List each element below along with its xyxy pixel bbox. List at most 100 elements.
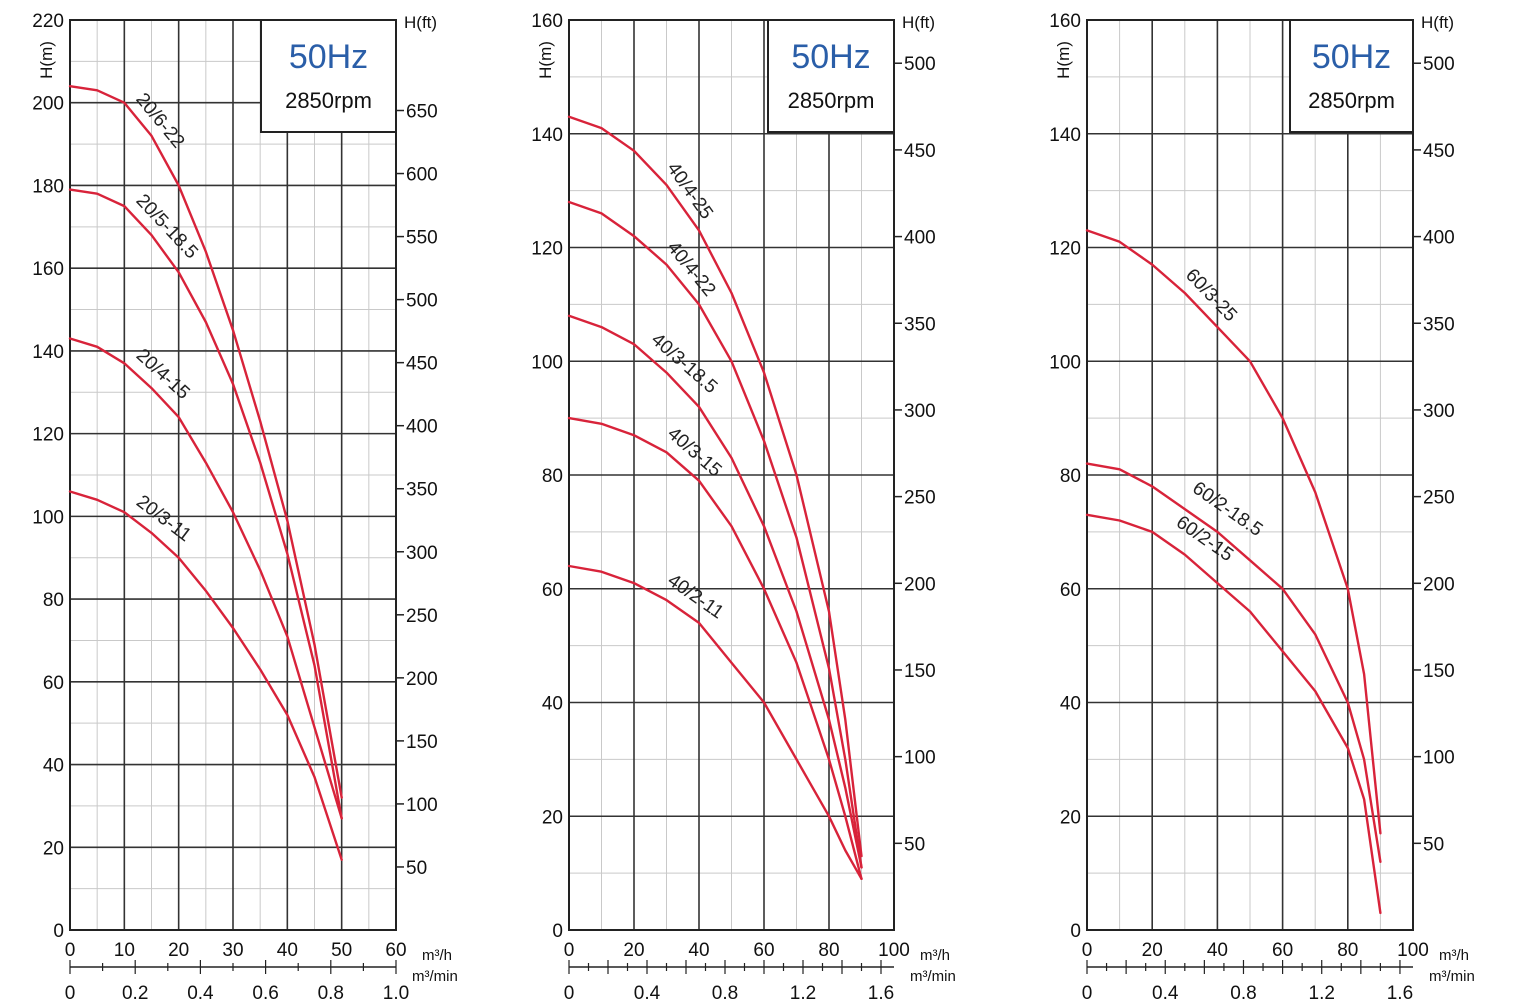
- y-tick-label: 20: [542, 807, 563, 828]
- y2-tick-label: 300: [1423, 401, 1455, 422]
- y-tick-label: 120: [531, 239, 563, 260]
- y-tick-label: 160: [32, 259, 64, 280]
- y2-axis-title: H(ft): [1421, 13, 1454, 32]
- y-tick-label: 80: [43, 590, 64, 611]
- speed-label: 2850rpm: [1308, 88, 1395, 113]
- curve-label: 60/3-25: [1181, 265, 1241, 326]
- curve-label: 20/3-11: [132, 491, 195, 546]
- y-tick-label: 120: [32, 425, 64, 446]
- y2-tick-label: 50: [406, 858, 427, 879]
- x-tick-label: 20: [168, 940, 189, 961]
- y2-tick-label: 400: [1423, 228, 1455, 249]
- pump-curve-20-6-22: [68, 85, 343, 799]
- y2-tick-label: 100: [1423, 748, 1455, 769]
- x2-unit-label: m³/min: [1429, 968, 1475, 985]
- y-tick-label: 20: [1060, 807, 1081, 828]
- x-tick-label: 0: [65, 940, 76, 961]
- pump-curve-60-2-15: [1085, 513, 1382, 915]
- y-tick-label: 0: [1070, 921, 1081, 942]
- y2-tick-label: 450: [1423, 141, 1455, 162]
- x-tick-label: 50: [331, 940, 352, 961]
- y2-tick-label: 150: [406, 732, 438, 753]
- x2-tick-label: 0.8: [1230, 983, 1256, 1004]
- curve-label: 40/3-18.5: [647, 329, 721, 398]
- y2-tick-label: 200: [1423, 574, 1455, 595]
- y-axis-title: H(m): [1054, 41, 1073, 79]
- y-tick-label: 120: [1049, 239, 1081, 260]
- x-tick-label: 60: [385, 940, 406, 961]
- y2-axis-title: H(ft): [404, 13, 437, 32]
- y-tick-label: 100: [1049, 352, 1081, 373]
- x2-tick-label: 1.2: [790, 983, 816, 1004]
- y-tick-label: 160: [531, 11, 563, 32]
- x-tick-label: 20: [1142, 940, 1163, 961]
- frequency-label: 50Hz: [791, 38, 870, 76]
- pump-curve-20-4-15: [68, 337, 343, 820]
- x-tick-label: 40: [277, 940, 298, 961]
- chart-panel-2: 50Hz 2850rpm 0 20 40 60 80 100 120 140 160 H(m) 50 10…: [531, 11, 956, 1004]
- y2-tick-label: 150: [904, 661, 936, 682]
- pump-curve-40-4-22: [567, 200, 863, 869]
- y2-tick-label: 650: [406, 102, 438, 123]
- y-tick-label: 0: [552, 921, 563, 942]
- speed-label: 2850rpm: [285, 88, 372, 113]
- y2-tick-label: 500: [904, 54, 936, 75]
- x2-tick-label: 0.8: [712, 983, 738, 1004]
- x2-tick-label: 1.6: [868, 983, 894, 1004]
- y-tick-label: 160: [1049, 11, 1081, 32]
- x-tick-label: 20: [623, 940, 644, 961]
- x2-tick-label: 0.4: [1152, 983, 1179, 1004]
- y2-tick-label: 350: [406, 480, 438, 501]
- y-tick-label: 180: [32, 176, 64, 197]
- curve-label: 20/4-15: [132, 345, 194, 404]
- x-tick-label: 40: [1207, 940, 1228, 961]
- y-tick-label: 140: [1049, 125, 1081, 146]
- y-tick-label: 100: [32, 507, 64, 528]
- x-tick-label: 30: [222, 940, 243, 961]
- x-tick-label: 80: [1337, 940, 1358, 961]
- x2-tick-label: 0.8: [318, 983, 344, 1004]
- y2-tick-label: 400: [406, 417, 438, 438]
- x2-tick-label: 1.2: [1309, 983, 1335, 1004]
- pump-curve-60-3-25: [1085, 229, 1382, 835]
- y-axis-title: H(m): [536, 41, 555, 79]
- x2-unit-label: m³/min: [412, 968, 458, 985]
- y2-tick-label: 500: [1423, 54, 1455, 75]
- x-tick-label: 0: [564, 940, 575, 961]
- title-box: [260, 19, 397, 133]
- y2-tick-label: 250: [1423, 488, 1455, 509]
- pump-curve-60-2-18-5: [1085, 462, 1382, 863]
- y2-tick-label: 400: [904, 228, 936, 249]
- title-box: [767, 19, 895, 133]
- y-tick-label: 140: [32, 342, 64, 363]
- y-tick-label: 0: [53, 921, 64, 942]
- x-unit-label: m³/h: [920, 947, 950, 964]
- x2-unit-label: m³/min: [910, 968, 956, 985]
- x2-tick-label: 0.6: [252, 983, 278, 1004]
- y-tick-label: 80: [1060, 466, 1081, 487]
- y-tick-label: 80: [542, 466, 563, 487]
- x2-tick-label: 0.4: [634, 983, 661, 1004]
- x-tick-label: 0: [1082, 940, 1093, 961]
- x-tick-label: 10: [114, 940, 135, 961]
- x2-tick-label: 1.6: [1387, 983, 1413, 1004]
- y2-tick-label: 450: [406, 354, 438, 375]
- y2-tick-label: 50: [1423, 834, 1444, 855]
- y-tick-label: 200: [32, 94, 64, 115]
- y2-tick-label: 450: [904, 141, 936, 162]
- x-tick-label: 60: [1272, 940, 1293, 961]
- y2-tick-label: 100: [406, 795, 438, 816]
- x2-tick-label: 0: [65, 983, 76, 1004]
- y2-axis-title: H(ft): [902, 13, 935, 32]
- chart-panel-1: 50Hz2850rpm02040608010012014016018020022…: [32, 11, 458, 1004]
- x2-tick-label: 0.2: [122, 983, 148, 1004]
- pump-curve-40-3-18-5: [567, 314, 863, 869]
- y2-tick-label: 100: [904, 748, 936, 769]
- frequency-label: 50Hz: [289, 38, 368, 76]
- y-tick-label: 60: [542, 580, 563, 601]
- y-tick-label: 60: [43, 673, 64, 694]
- pump-curve-40-4-25: [567, 115, 863, 858]
- y-tick-label: 40: [43, 756, 64, 777]
